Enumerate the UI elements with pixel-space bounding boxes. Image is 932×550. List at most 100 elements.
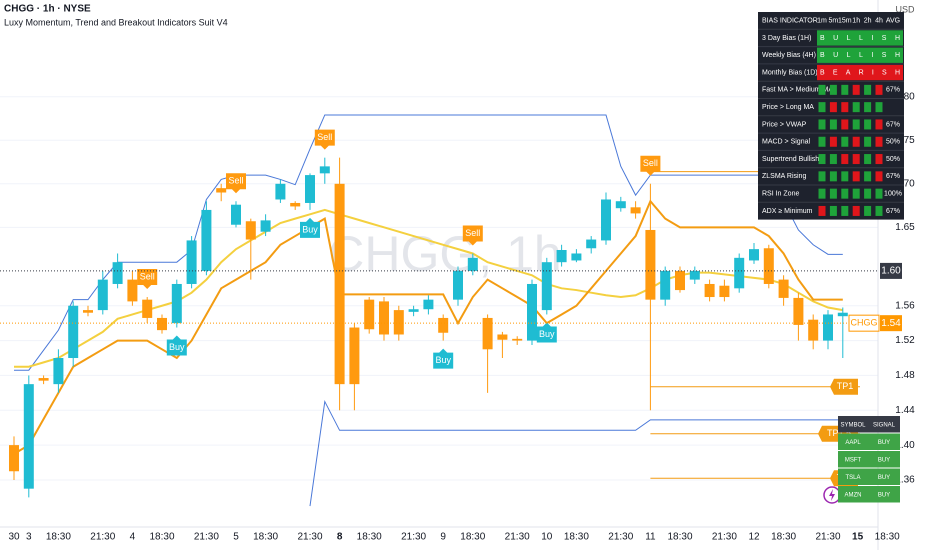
candle-body [512, 338, 523, 341]
candle-body [763, 248, 774, 284]
candle-body [260, 220, 271, 232]
alert-bolt[interactable] [829, 489, 835, 501]
table-header-cell [838, 416, 868, 433]
check-cell [818, 171, 826, 182]
price-badge-label: 1.54 [881, 318, 901, 329]
candle-body [808, 319, 819, 341]
signal-tag [226, 173, 246, 194]
y-tick-label: 1.40 [895, 440, 915, 451]
check-cell [841, 102, 849, 113]
x-tick-label: 18:30 [149, 532, 174, 543]
row-label: Price > Long MA [762, 104, 814, 111]
check-cell [829, 136, 837, 147]
overlay-line [309, 399, 843, 507]
table-header: BIAS INDICATOR [762, 17, 818, 24]
currency: USD [895, 4, 915, 14]
check-cell [829, 205, 837, 216]
check-cell [864, 154, 872, 165]
x-tick-label: 30 [8, 532, 20, 543]
candle-body [245, 221, 256, 240]
candle-body [231, 204, 241, 225]
row-label: ADX ≥ Minimum [762, 208, 813, 215]
candle-body [23, 384, 34, 489]
candle-body [186, 240, 197, 284]
x-tick-label: 21:30 [815, 532, 840, 543]
candle-body [778, 279, 789, 298]
table-header: 2h [864, 17, 872, 24]
candle-body [275, 183, 286, 200]
x-tick-label: 21:30 [401, 532, 426, 543]
level-tag [830, 378, 858, 395]
plot: CHGG, 1hTP1TP1.5TP2SellBuySellBuySellBuy… [0, 96, 878, 507]
y-tick-label: 1.70 [895, 178, 915, 189]
table-cell-text: BUY [878, 457, 890, 463]
level-label: TP1.5 [827, 428, 851, 438]
row-avg: 100% [884, 190, 902, 197]
table-cell-text: TSLA [845, 475, 860, 481]
signal-label: Buy [169, 342, 185, 352]
candle-body [645, 229, 656, 300]
check-cell [864, 84, 872, 95]
row-avg: 50% [886, 139, 900, 146]
candle-body [615, 201, 626, 209]
table-cell-text: BUY [878, 440, 890, 446]
signal-label: Sell [228, 176, 243, 186]
overlay-line [13, 199, 843, 455]
x-tick-label: 18:30 [875, 532, 900, 543]
candle-body [216, 188, 227, 193]
candle-body [438, 317, 449, 333]
table-cell [838, 486, 868, 503]
table-header-cell [868, 416, 900, 433]
check-cell [841, 205, 849, 216]
check-cell [818, 136, 826, 147]
candle-body [349, 327, 360, 385]
overlay-line [14, 114, 843, 371]
row-label: Supertrend Bullish [762, 156, 819, 163]
row-avg: 67% [886, 87, 900, 94]
x-tick-label: 18:30 [357, 532, 382, 543]
candle-body [157, 317, 167, 331]
candle-body [734, 257, 745, 289]
row-avg: 67% [886, 208, 900, 215]
check-cell [864, 205, 872, 216]
candle-body [482, 317, 493, 350]
candle-body [423, 299, 434, 310]
x-tick-label: 21:30 [90, 532, 115, 543]
candle-body [290, 202, 301, 207]
candle-body [142, 299, 153, 318]
table-cell [838, 433, 868, 450]
table-cell-text: AMZN [845, 492, 862, 498]
x-tick-label: 15 [852, 532, 864, 543]
y-tick-label: 1.36 [895, 475, 915, 486]
check-cell [841, 84, 849, 95]
check-cell [829, 119, 837, 130]
candle-body [586, 239, 597, 249]
table-header: 1m [817, 17, 827, 24]
check-cell [829, 171, 837, 182]
table-header: 5m [829, 17, 839, 24]
candle-body [527, 283, 537, 341]
table-header: 4h [875, 17, 883, 24]
candle-body [823, 314, 833, 341]
table-cell-text: MSFT [845, 457, 862, 463]
x-tick-label: 3 [26, 532, 32, 543]
bias-table: BIAS INDICATOR 1m 5m 15m 1h 2h 4h AVG 3 Day Bias… [758, 12, 904, 220]
signal-label: Sell [140, 271, 155, 281]
check-cell [841, 136, 849, 147]
check-cell [864, 102, 872, 113]
bias-cell [817, 64, 903, 81]
signal-tag [462, 225, 483, 246]
check-cell [818, 154, 826, 165]
check-cell [829, 84, 837, 95]
candle-body [393, 310, 404, 335]
bias-cell [817, 47, 903, 63]
check-cell [864, 119, 872, 130]
candle-body [601, 199, 611, 241]
bias-cell [817, 30, 903, 46]
alert-icon[interactable] [823, 486, 841, 504]
row-label: MACD > Signal [762, 139, 810, 146]
signal-tag [314, 129, 335, 150]
table-cell [838, 451, 868, 468]
candle-body [171, 283, 182, 324]
x-tick-label: 18:30 [460, 532, 485, 543]
